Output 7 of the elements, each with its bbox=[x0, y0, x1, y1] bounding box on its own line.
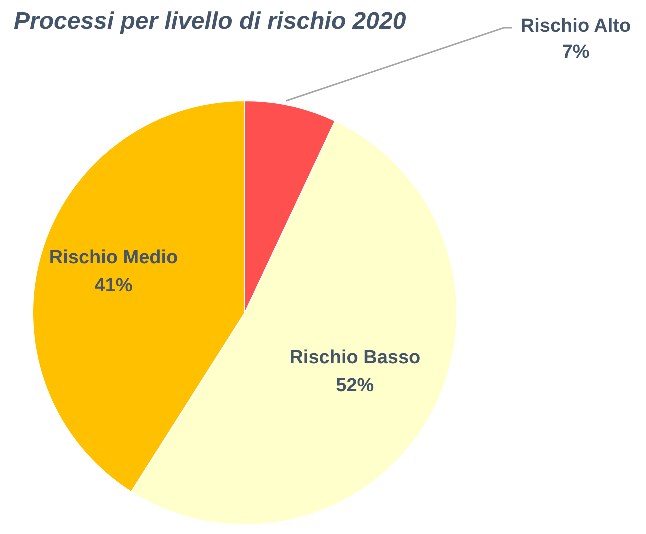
data-label: 41% bbox=[94, 275, 133, 296]
slice-label: Rischio Basso bbox=[290, 347, 421, 368]
chart-title: Processi per livello di rischio 2020 bbox=[13, 8, 408, 36]
slice-label: Rischio Medio bbox=[49, 247, 178, 268]
slice-label: Rischio Alto bbox=[520, 16, 632, 37]
data-label: 7% bbox=[562, 42, 590, 63]
data-label: 52% bbox=[336, 375, 374, 396]
